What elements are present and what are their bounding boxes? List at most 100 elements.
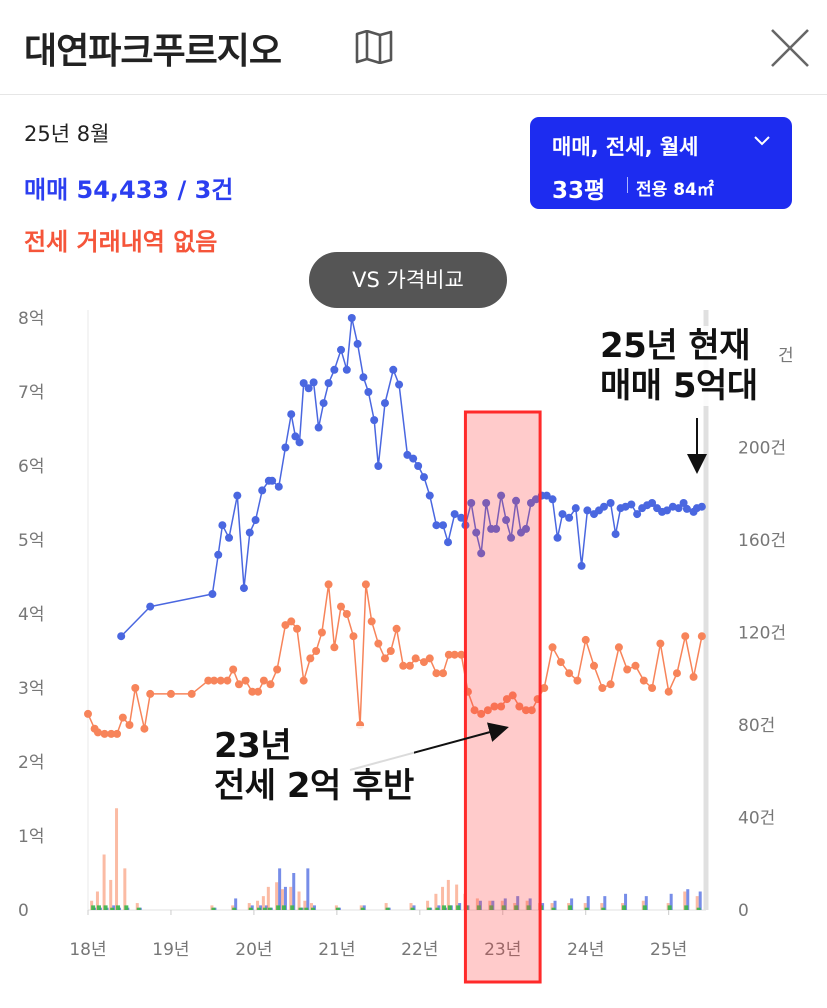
volume-bar-other [601, 907, 606, 910]
volume-bar-jeonse [289, 886, 293, 910]
chevron-down-icon [754, 136, 770, 146]
series-point-sale [299, 379, 308, 388]
series-point-jeonse [254, 687, 263, 696]
series-point-jeonse [223, 676, 232, 685]
series-point-sale [583, 506, 592, 515]
series-point-sale [531, 495, 540, 504]
series-point-jeonse [581, 635, 590, 644]
volume-bar-sale [570, 898, 574, 910]
y-right-tick-label: 160건 [738, 531, 786, 551]
series-point-sale [370, 416, 379, 425]
series-point-sale [599, 502, 608, 511]
series-point-sale [633, 510, 642, 519]
volume-bar-other [622, 905, 627, 910]
volume-bar-jeonse [600, 903, 604, 910]
series-point-sale [314, 423, 323, 432]
volume-bar-other [696, 907, 701, 910]
volume-bar-other [526, 905, 531, 910]
series-point-sale [281, 443, 290, 452]
series-point-jeonse [457, 650, 466, 659]
series-point-sale [337, 345, 346, 354]
series-point-jeonse [689, 672, 698, 681]
volume-bar-other [684, 905, 689, 910]
vs-compare-button[interactable]: VS 가격비교 [309, 252, 507, 308]
series-point-jeonse [399, 661, 408, 670]
x-tick-label: 20년 [235, 940, 272, 960]
y-left-tick-label: 7억 [18, 383, 44, 403]
volume-bar-other [298, 907, 303, 910]
volume-bar-other [110, 907, 115, 910]
series-point-sale [359, 373, 368, 382]
series-point-jeonse [293, 624, 302, 633]
series-point-sale [233, 491, 242, 500]
series-point-jeonse [527, 706, 536, 715]
series-point-jeonse [306, 654, 315, 663]
filter-types: 매매, 전세, 월세 [552, 135, 699, 159]
series-point-jeonse [405, 661, 414, 670]
y-left-tick-label: 6억 [18, 457, 44, 477]
series-point-sale [251, 516, 260, 525]
series-point-jeonse [521, 706, 530, 715]
series-point-sale [364, 388, 373, 396]
series-point-jeonse [497, 702, 506, 711]
volume-bar-sale [603, 896, 607, 910]
volume-bar-sale [292, 873, 296, 910]
series-point-sale [606, 499, 615, 507]
volume-bar-jeonse [409, 903, 413, 910]
series-point-jeonse [672, 669, 681, 678]
series-point-jeonse [287, 617, 296, 626]
series-point-sale [347, 314, 356, 322]
series-point-sale [309, 378, 318, 387]
volume-bar-jeonse [583, 903, 587, 910]
series-point-sale [225, 533, 234, 542]
volume-bar-jeonse [303, 900, 307, 910]
header: 대연파크푸르지오 [0, 0, 827, 95]
series-point-sale [245, 528, 254, 537]
series-point-jeonse [210, 676, 219, 685]
series-point-sale [425, 491, 434, 500]
series-point-jeonse [324, 580, 333, 589]
series-point-sale [374, 462, 383, 470]
series-point-jeonse [187, 689, 196, 698]
series-point-sale [682, 504, 691, 513]
filter-button[interactable]: 매매, 전세, 월세 33평 전용 84㎡ [530, 117, 792, 209]
filter-area: 전용 84㎡ [636, 180, 714, 200]
series-point-sale [467, 499, 476, 507]
series-point-sale [146, 602, 155, 611]
series-point-jeonse [93, 728, 102, 737]
series-point-jeonse [361, 580, 370, 589]
series-point-jeonse [248, 687, 257, 696]
y-left-tick-label: 1억 [18, 827, 44, 847]
jeonse-summary: 전세 거래내역 없음 [24, 228, 218, 256]
series-point-jeonse [664, 687, 673, 696]
volume-bar-jeonse [695, 896, 699, 910]
series-point-jeonse [425, 654, 434, 663]
map-icon[interactable] [355, 30, 393, 64]
series-point-sale [319, 399, 328, 408]
close-icon[interactable] [768, 26, 812, 70]
filter-divider [627, 177, 628, 193]
volume-bar-jeonse [455, 884, 459, 910]
series-point-jeonse [317, 628, 326, 637]
series-point-sale [558, 510, 567, 519]
volume-bar-jeonse [109, 879, 113, 910]
series-point-sale [414, 462, 423, 470]
series-point-sale [380, 399, 389, 408]
series-line-jeonse [87, 583, 703, 735]
series-point-sale [268, 476, 277, 485]
series-point-sale [627, 500, 636, 509]
series-point-sale [444, 538, 453, 547]
series-point-jeonse [166, 689, 175, 698]
series-point-jeonse [639, 676, 648, 685]
annotation-current: 25년 현재 매매 5억대 [600, 326, 758, 406]
volume-bar-jeonse [135, 903, 139, 910]
series-point-jeonse [131, 684, 140, 692]
y-right-tick-label: 80건 [738, 716, 775, 736]
volume-bar-other [116, 905, 121, 910]
series-point-jeonse [140, 724, 149, 733]
volume-bar-other [262, 907, 267, 910]
series-point-sale [663, 506, 672, 515]
volume-bar-other [514, 905, 519, 910]
volume-bar-jeonse [309, 903, 313, 910]
series-point-sale [553, 533, 562, 542]
